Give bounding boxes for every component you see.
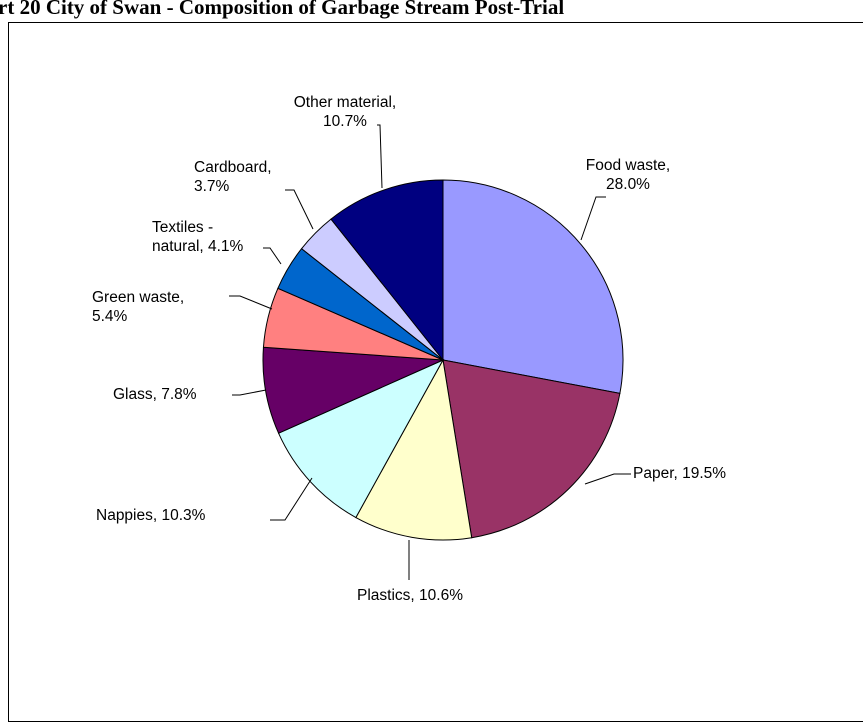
leader-line-green-waste bbox=[229, 295, 273, 310]
data-label-textiles-natural: Textiles -natural, 4.1% bbox=[152, 219, 244, 255]
leader-line-textiles-natural bbox=[263, 247, 282, 265]
data-label-food-waste: Food waste, 28.0% bbox=[586, 157, 670, 193]
pie-slice-food-waste bbox=[442, 179, 624, 395]
data-label-nappies: Nappies, 10.3% bbox=[96, 507, 206, 524]
data-label-glass: Glass, 7.8% bbox=[113, 386, 197, 403]
leader-line-nappies bbox=[270, 477, 313, 521]
data-label-green-waste: Green waste, 5.4% bbox=[92, 289, 184, 325]
pie-slice-plastics bbox=[355, 358, 473, 541]
leader-line-paper bbox=[584, 473, 631, 485]
pie-slice-paper bbox=[442, 359, 621, 539]
pie-slices bbox=[262, 179, 624, 541]
data-label-other-material: Other material, 10.7% bbox=[294, 94, 397, 130]
leader-line-glass bbox=[232, 389, 267, 396]
pie-slice-nappies bbox=[277, 358, 445, 519]
data-label-cardboard: Cardboard, 3.7% bbox=[194, 159, 272, 195]
pie-labels: Food waste, 28.0% Paper, 19.5% Plastics, 10… bbox=[92, 94, 726, 604]
chart-title: rt 20 City of Swan - Composition of Garb… bbox=[0, 0, 565, 19]
pie-chart: Food waste, 28.0% Paper, 19.5% Plastics, 10… bbox=[92, 94, 726, 604]
leader-line-other-material bbox=[377, 124, 383, 189]
leader-line-food-waste bbox=[580, 196, 606, 241]
leader-line-cardboard bbox=[285, 189, 314, 230]
data-label-paper: Paper, 19.5% bbox=[633, 465, 726, 482]
data-label-plastics: Plastics, 10.6% bbox=[357, 587, 463, 604]
pie-slice-other-material bbox=[330, 179, 444, 362]
